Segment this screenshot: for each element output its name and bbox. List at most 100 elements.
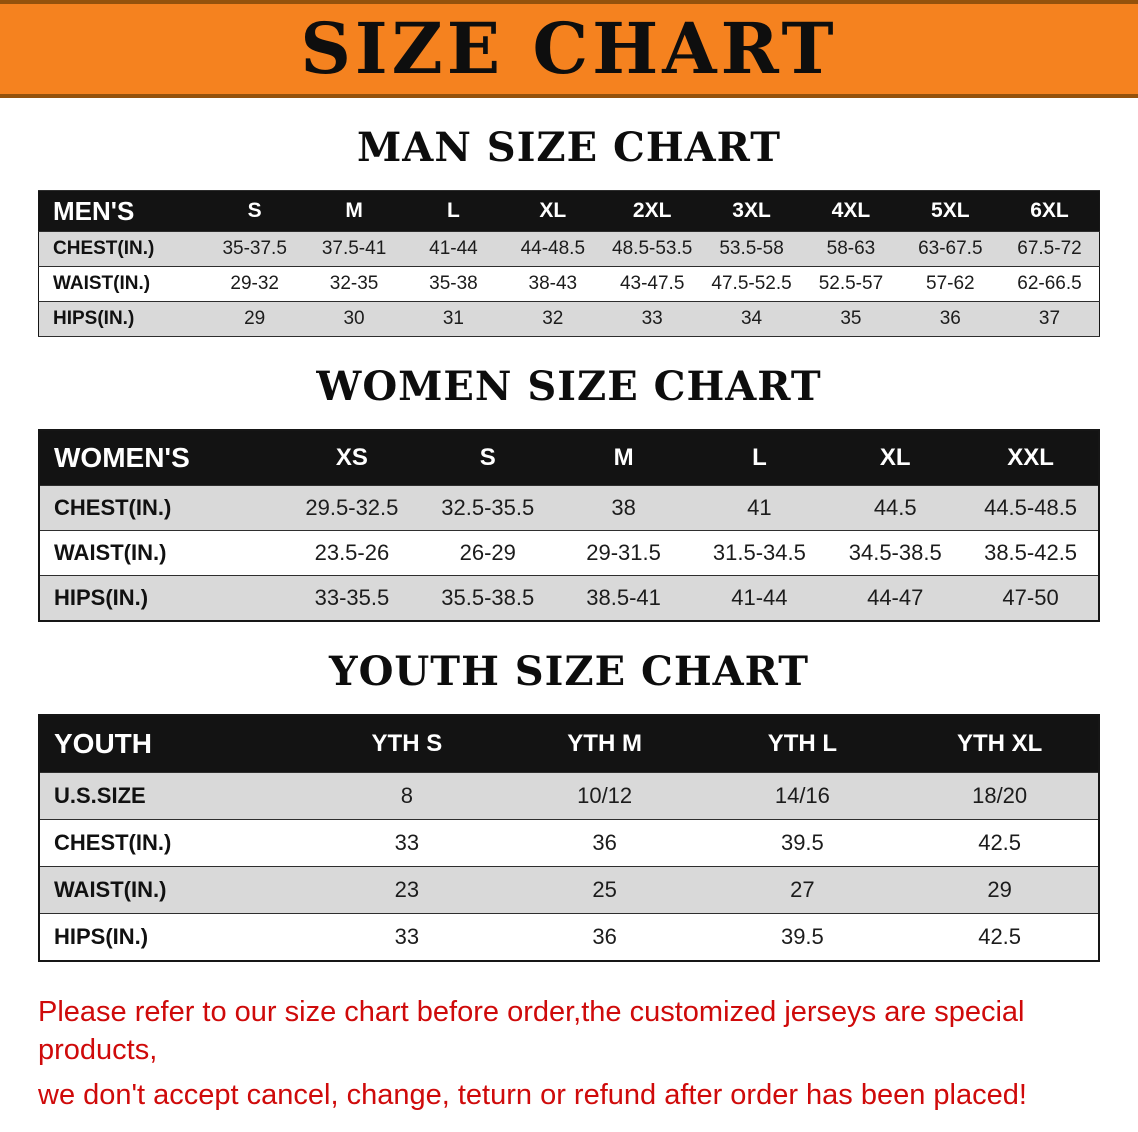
- table-title-cell: MEN'S: [38, 190, 205, 232]
- column-header: XS: [284, 429, 420, 486]
- footer-note: Please refer to our size chart before or…: [38, 994, 1100, 1115]
- cell-value: 41: [691, 485, 828, 531]
- table-row: U.S.SIZE 8 10/12 14/16 18/20: [39, 772, 1099, 820]
- cell-value: 34.5-38.5: [827, 530, 964, 576]
- table-row: HIPS(IN.) 33-35.5 35.5-38.5 38.5-41 41-44 44-…: [39, 575, 1099, 622]
- table-row: HIPS(IN.) 29 30 31 32 33 34 35 36 37: [38, 301, 1100, 337]
- cell-value: 30: [304, 301, 404, 337]
- table-header-row: WOMEN'S XS S M L XL XXL: [39, 429, 1099, 486]
- cell-value: 33-35.5: [284, 575, 420, 622]
- column-header: YTH XL: [901, 714, 1099, 773]
- table-row: CHEST(IN.) 35-37.5 37.5-41 41-44 44-48.5 48.5…: [38, 231, 1100, 267]
- table-title-cell: YOUTH: [39, 714, 308, 773]
- cell-value: 67.5-72: [1000, 231, 1100, 267]
- row-label: WAIST(IN.): [39, 866, 308, 914]
- youth-section-heading: YOUTH SIZE CHART: [329, 648, 809, 695]
- table-title-cell: WOMEN'S: [39, 429, 284, 486]
- cell-value: 35-37.5: [205, 231, 305, 267]
- column-header: M: [555, 429, 692, 486]
- cell-value: 26-29: [419, 530, 556, 576]
- cell-value: 27: [703, 866, 902, 914]
- cell-value: 36: [505, 819, 704, 867]
- table-row: WAIST(IN.) 29-32 32-35 35-38 38-43 43-47.5 47.…: [38, 266, 1100, 302]
- footer-note-line-1: Please refer to our size chart before or…: [38, 996, 1025, 1066]
- cell-value: 38: [555, 485, 692, 531]
- cell-value: 62-66.5: [1000, 266, 1100, 302]
- men-size-table: MEN'S S M L XL 2XL 3XL 4XL 5XL 6XL CHEST(IN.) 35-37…: [38, 190, 1100, 337]
- table-header-row: YOUTH YTH S YTH M YTH L YTH XL: [39, 714, 1099, 773]
- cell-value: 32.5-35.5: [419, 485, 556, 531]
- cell-value: 37: [1000, 301, 1100, 337]
- column-header: XL: [827, 429, 964, 486]
- cell-value: 33: [308, 819, 506, 867]
- cell-value: 35.5-38.5: [419, 575, 556, 622]
- column-header: 4XL: [801, 190, 901, 232]
- cell-value: 23.5-26: [284, 530, 420, 576]
- cell-value: 33: [308, 913, 506, 962]
- cell-value: 41-44: [403, 231, 504, 267]
- column-header: YTH L: [703, 714, 902, 773]
- cell-value: 47-50: [963, 575, 1099, 622]
- column-header: YTH M: [505, 714, 704, 773]
- row-label: HIPS(IN.): [39, 575, 284, 622]
- table-header-row: MEN'S S M L XL 2XL 3XL 4XL 5XL 6XL: [38, 190, 1100, 232]
- row-label: HIPS(IN.): [39, 913, 308, 962]
- column-header: L: [403, 190, 504, 232]
- cell-value: 57-62: [900, 266, 1000, 302]
- table-row: WAIST(IN.) 23.5-26 26-29 29-31.5 31.5-34.5 34…: [39, 530, 1099, 576]
- cell-value: 25: [505, 866, 704, 914]
- women-size-table: WOMEN'S XS S M L XL XXL CHEST(IN.) 29.5-32.5 32.5…: [38, 429, 1100, 622]
- women-section-heading: WOMEN SIZE CHART: [316, 363, 822, 410]
- cell-value: 29.5-32.5: [284, 485, 420, 531]
- column-header: XL: [503, 190, 603, 232]
- row-label: CHEST(IN.): [39, 819, 308, 867]
- youth-size-table: YOUTH YTH S YTH M YTH L YTH XL U.S.SIZE 8 10/12…: [38, 714, 1100, 962]
- column-header: YTH S: [308, 714, 506, 773]
- cell-value: 44-48.5: [503, 231, 603, 267]
- cell-value: 37.5-41: [304, 231, 404, 267]
- cell-value: 36: [505, 913, 704, 962]
- cell-value: 38.5-42.5: [963, 530, 1099, 576]
- section-women: WOMEN SIZE CHART WOMEN'S XS S M L XL XXL CHEST(…: [0, 365, 1138, 622]
- cell-value: 48.5-53.5: [602, 231, 702, 267]
- cell-value: 29-31.5: [555, 530, 692, 576]
- column-header: 2XL: [602, 190, 702, 232]
- table-row: CHEST(IN.) 29.5-32.5 32.5-35.5 38 41 44.5 44.5…: [39, 485, 1099, 531]
- cell-value: 33: [602, 301, 702, 337]
- cell-value: 58-63: [801, 231, 901, 267]
- column-header: M: [304, 190, 404, 232]
- cell-value: 14/16: [703, 772, 902, 820]
- table-row: HIPS(IN.) 33 36 39.5 42.5: [39, 913, 1099, 962]
- cell-value: 63-67.5: [900, 231, 1000, 267]
- table-row: WAIST(IN.) 23 25 27 29: [39, 866, 1099, 914]
- cell-value: 35-38: [403, 266, 504, 302]
- cell-value: 10/12: [505, 772, 704, 820]
- cell-value: 44.5-48.5: [963, 485, 1099, 531]
- row-label: U.S.SIZE: [39, 772, 308, 820]
- banner: SIZE CHART: [0, 0, 1138, 98]
- men-section-heading: MAN SIZE CHART: [357, 124, 781, 171]
- footer-note-line-2: we don't accept cancel, change, teturn o…: [38, 1079, 1027, 1112]
- cell-value: 53.5-58: [701, 231, 802, 267]
- cell-value: 31.5-34.5: [691, 530, 828, 576]
- cell-value: 34: [701, 301, 802, 337]
- section-men: MAN SIZE CHART MEN'S S M L XL 2XL 3XL 4XL 5XL 6XL…: [0, 126, 1138, 337]
- column-header: S: [205, 190, 305, 232]
- cell-value: 31: [403, 301, 504, 337]
- cell-value: 23: [308, 866, 506, 914]
- cell-value: 42.5: [901, 819, 1099, 867]
- cell-value: 39.5: [703, 819, 902, 867]
- cell-value: 43-47.5: [602, 266, 702, 302]
- cell-value: 38-43: [503, 266, 603, 302]
- row-label: CHEST(IN.): [38, 231, 205, 267]
- column-header: XXL: [963, 429, 1099, 486]
- cell-value: 41-44: [691, 575, 828, 622]
- column-header: L: [691, 429, 828, 486]
- column-header: 3XL: [701, 190, 802, 232]
- cell-value: 44-47: [827, 575, 964, 622]
- cell-value: 18/20: [901, 772, 1099, 820]
- column-header: 5XL: [900, 190, 1000, 232]
- cell-value: 39.5: [703, 913, 902, 962]
- row-label: CHEST(IN.): [39, 485, 284, 531]
- row-label: HIPS(IN.): [38, 301, 205, 337]
